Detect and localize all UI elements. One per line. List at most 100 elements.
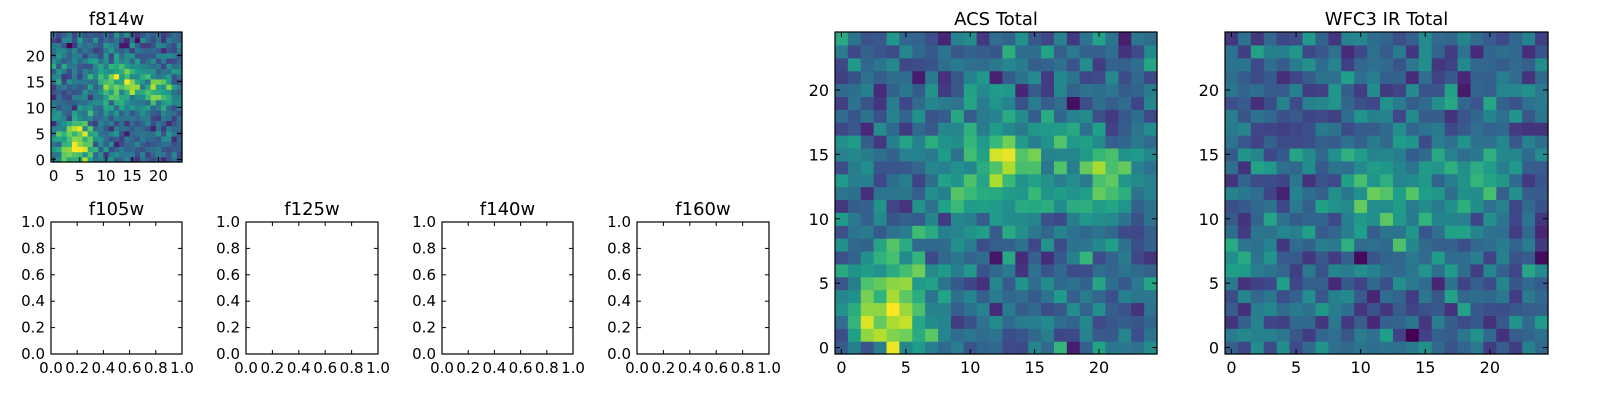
- heatmap-cell: [835, 83, 849, 97]
- heatmap-cell: [103, 99, 110, 106]
- heatmap-cell: [82, 84, 89, 90]
- heatmap-cell: [119, 84, 125, 90]
- heatmap-cell: [51, 89, 57, 95]
- heatmap-cell: [873, 263, 888, 278]
- heatmap-cell: [155, 78, 162, 85]
- y-tick-label: 1.0: [607, 213, 631, 231]
- heatmap-cell: [1079, 70, 1094, 85]
- heatmap-cell: [150, 141, 157, 147]
- heatmap-cell: [1457, 96, 1472, 110]
- heatmap-cell: [1328, 315, 1342, 329]
- heatmap-cell: [1380, 212, 1394, 226]
- heatmap-cell: [129, 99, 136, 106]
- x-tick-label: 5: [75, 167, 85, 185]
- heatmap-cell: [1341, 109, 1355, 123]
- heatmap-cell: [1053, 57, 1068, 72]
- heatmap-cell: [140, 156, 146, 163]
- heatmap-cell: [1079, 173, 1094, 188]
- heatmap-cell: [1405, 32, 1420, 46]
- heatmap-cell: [1131, 263, 1145, 278]
- heatmap-cell: [835, 341, 849, 355]
- heatmap-cell: [71, 120, 78, 127]
- heatmap-cell: [145, 141, 152, 147]
- heatmap-cell: [1079, 57, 1094, 72]
- heatmap-cell: [145, 73, 152, 80]
- heatmap-cell: [87, 84, 94, 90]
- heatmap-cell: [1315, 328, 1329, 342]
- y-tick-label: 15: [1199, 145, 1219, 164]
- heatmap-cell: [1535, 225, 1549, 239]
- heatmap-cell: [1131, 173, 1145, 188]
- heatmap-cell: [61, 84, 68, 90]
- heatmap-cell: [1444, 315, 1459, 329]
- heatmap-cell: [56, 32, 63, 38]
- axes-frame: [834, 31, 1158, 355]
- heatmap-cell: [1367, 32, 1381, 46]
- heatmap-cell: [1483, 289, 1497, 304]
- heatmap-cell: [1144, 186, 1158, 201]
- heatmap-cell: [1522, 328, 1536, 342]
- heatmap-cell: [1276, 199, 1291, 213]
- axes-frame: [636, 221, 770, 355]
- heatmap-cell: [1483, 341, 1497, 355]
- heatmap-cell: [1483, 70, 1497, 85]
- y-tick-label: 0.8: [412, 239, 436, 257]
- heatmap-cell: [61, 130, 68, 137]
- heatmap-cell: [873, 122, 888, 136]
- heatmap-cell: [1522, 32, 1536, 46]
- plot-area: [246, 222, 378, 354]
- heatmap-cell: [1328, 341, 1342, 355]
- heatmap-cell: [886, 32, 900, 46]
- heatmap-cell: [103, 120, 110, 127]
- heatmap-cell: [989, 160, 1004, 175]
- heatmap-cell: [1509, 341, 1523, 355]
- heatmap-cell: [1496, 96, 1510, 110]
- heatmap-cell: [161, 52, 167, 59]
- heatmap-cell: [124, 94, 131, 101]
- heatmap-cell: [1431, 250, 1446, 265]
- heatmap-cell: [1053, 199, 1068, 213]
- heatmap-cell: [77, 125, 84, 132]
- x-tick-label: 0.4: [287, 359, 311, 377]
- heatmap-cell: [950, 160, 965, 175]
- heatmap-cell: [963, 83, 978, 97]
- heatmap-cell: [1079, 225, 1094, 239]
- heatmap-cell: [98, 89, 104, 95]
- heatmap-cell: [899, 276, 913, 291]
- heatmap-cell: [938, 199, 952, 213]
- heatmap-cell: [950, 122, 965, 136]
- heatmap-cell: [87, 151, 94, 158]
- heatmap-cell: [171, 84, 178, 90]
- heatmap-cell: [145, 146, 152, 153]
- heatmap-cell: [1328, 44, 1342, 59]
- heatmap-cell: [1118, 109, 1132, 123]
- heatmap-cell: [1431, 96, 1446, 110]
- heatmap-cell: [1431, 44, 1446, 59]
- heatmap-cell: [1457, 328, 1472, 342]
- heatmap-cell: [82, 99, 89, 106]
- heatmap-cell: [71, 146, 78, 153]
- heatmap-cell: [1418, 57, 1433, 72]
- heatmap-cell: [1302, 302, 1317, 316]
- heatmap-cell: [1457, 32, 1472, 46]
- heatmap-cell: [950, 96, 965, 110]
- heatmap-cell: [1263, 315, 1278, 329]
- heatmap-cell: [925, 83, 939, 97]
- heatmap-cell: [129, 141, 136, 147]
- heatmap-cell: [166, 146, 173, 153]
- heatmap-cell: [1225, 147, 1239, 162]
- heatmap-cell: [1302, 96, 1317, 110]
- x-tick-label: 1.0: [366, 359, 390, 377]
- heatmap-cell: [1315, 341, 1329, 355]
- heatmap-cell: [87, 156, 94, 163]
- y-tick-label: 0: [1209, 339, 1219, 358]
- heatmap-cell: [1105, 57, 1119, 72]
- y-tick-label: 0.6: [412, 266, 436, 284]
- heatmap-cells: [1225, 32, 1549, 355]
- heatmap-cell: [129, 94, 136, 101]
- heatmap-cell: [124, 52, 131, 59]
- heatmap-cell: [98, 99, 104, 106]
- heatmap-cell: [155, 42, 162, 49]
- heatmap-cell: [140, 73, 146, 80]
